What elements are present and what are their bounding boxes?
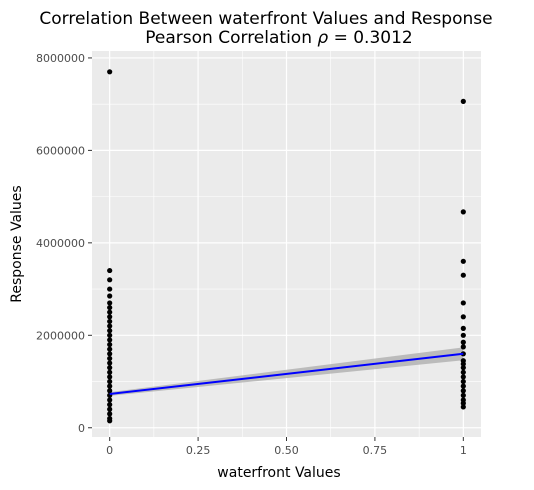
data-point — [107, 304, 113, 311]
x-tick-label: 0.50 — [274, 444, 299, 457]
data-point — [460, 209, 466, 215]
data-point — [107, 286, 113, 292]
data-point — [107, 332, 113, 338]
data-point — [107, 328, 113, 334]
data-point — [107, 300, 113, 306]
data-point — [107, 355, 113, 362]
data-point — [460, 272, 466, 278]
data-point — [107, 351, 113, 357]
data-point — [460, 314, 466, 320]
x-tick-label: 0 — [106, 444, 113, 457]
subtitle-prefix: Pearson Correlation — [145, 28, 317, 48]
data-point — [107, 318, 113, 325]
data-point — [460, 369, 466, 375]
data-point — [107, 277, 113, 283]
chart-subtitle: Pearson Correlation ρ = 0.3012 — [145, 28, 412, 48]
data-point — [460, 400, 466, 406]
data-point — [107, 383, 113, 389]
data-point — [460, 300, 466, 306]
x-axis-ticks: 0 0.25 0.50 0.75 1 — [106, 437, 467, 457]
y-axis-ticks: 0 2000000 4000000 6000000 8000000 — [36, 52, 92, 435]
data-point — [107, 411, 113, 417]
data-point — [107, 418, 113, 424]
data-point — [460, 344, 466, 350]
data-point — [107, 397, 113, 403]
data-point — [460, 361, 466, 367]
data-point — [107, 309, 113, 315]
chart-title: Correlation Between waterfront Values an… — [39, 9, 492, 29]
data-point — [460, 392, 466, 398]
data-point — [107, 369, 113, 375]
data-point — [460, 404, 466, 410]
data-point — [107, 402, 113, 408]
x-tick-label: 0.25 — [186, 444, 211, 457]
data-point — [107, 365, 113, 371]
data-point — [460, 388, 466, 394]
data-point — [107, 293, 113, 299]
subtitle-value: = 0.3012 — [328, 28, 413, 48]
x-axis-title: waterfront Values — [217, 465, 340, 481]
x-tick-label: 0.75 — [363, 444, 388, 457]
y-tick-label: 4000000 — [36, 237, 85, 250]
y-tick-label: 6000000 — [36, 144, 85, 157]
fit-line-layer — [109, 352, 464, 396]
data-point — [107, 374, 113, 380]
y-tick-label: 8000000 — [36, 52, 85, 65]
data-point — [460, 365, 466, 371]
x-tick-label: 1 — [460, 444, 467, 457]
points-layer — [107, 69, 466, 424]
fit-line — [109, 352, 464, 396]
data-point — [460, 332, 466, 338]
data-point — [107, 69, 113, 75]
data-point — [460, 374, 466, 380]
data-point — [460, 383, 466, 389]
data-point — [107, 314, 113, 320]
data-point — [460, 378, 466, 385]
data-point — [107, 388, 113, 394]
data-point — [107, 378, 113, 385]
y-tick-label: 2000000 — [36, 329, 85, 342]
data-point — [107, 406, 113, 412]
data-point — [107, 267, 113, 274]
y-tick-label: 0 — [78, 422, 85, 435]
data-point — [107, 360, 113, 366]
data-point — [460, 98, 466, 104]
data-point — [460, 258, 466, 264]
data-point — [107, 346, 113, 352]
data-point — [107, 337, 113, 343]
data-point — [460, 339, 466, 345]
y-axis-title: Response Values — [9, 185, 25, 302]
data-point — [460, 325, 466, 331]
data-point — [107, 341, 113, 348]
subtitle-rho-symbol: ρ — [317, 28, 328, 48]
data-point — [107, 323, 113, 329]
